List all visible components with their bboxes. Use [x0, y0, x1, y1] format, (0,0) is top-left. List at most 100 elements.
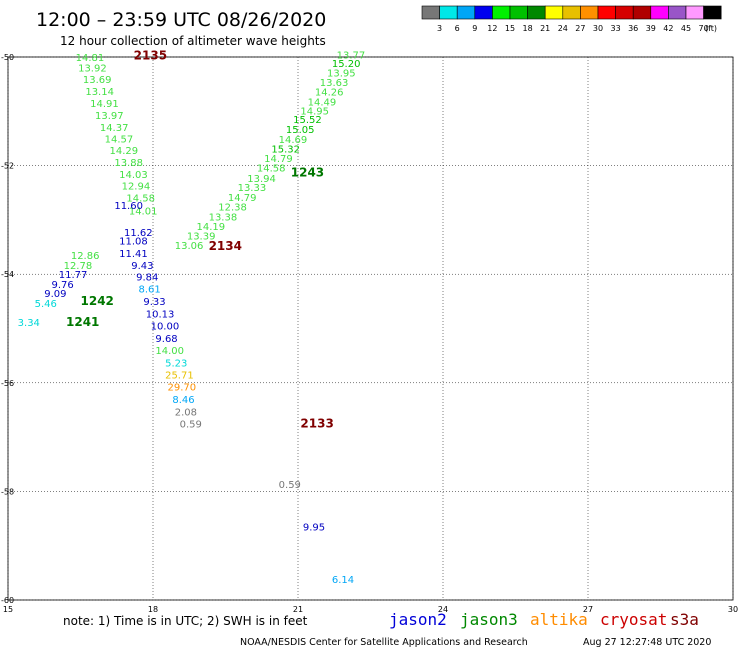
wave-height-label: 14.81	[76, 53, 105, 64]
wave-height-label: 10.00	[151, 322, 180, 333]
colorbar-label: 18	[523, 24, 533, 33]
wave-height-label: 14.69	[279, 135, 308, 146]
colorbar-unit: (ft)	[705, 24, 717, 33]
colorbar-swatch	[492, 5, 511, 20]
wave-height-label: 14.91	[90, 99, 119, 110]
wave-height-label: 9.09	[44, 289, 66, 300]
y-tick-label: -56	[1, 379, 14, 388]
colorbar-swatch	[562, 5, 581, 20]
wave-height-label: 25.71	[165, 370, 194, 381]
wave-height-label: 12.78	[64, 261, 93, 272]
colorbar-label: 12	[487, 24, 497, 33]
colorbar-swatch	[668, 5, 687, 20]
colorbar-swatch	[597, 5, 616, 20]
wave-height-label: 13.94	[247, 174, 276, 185]
colorbar-label: 36	[628, 24, 638, 33]
wave-height-label: 9.68	[155, 334, 177, 345]
wave-height-label: 10.13	[146, 310, 175, 321]
y-tick-label: -58	[1, 487, 14, 496]
y-tick-label: -54	[1, 270, 14, 279]
wave-height-label: 5.46	[35, 299, 57, 310]
pass-number-label: 2134	[209, 239, 242, 253]
x-tick-label: 15	[3, 605, 13, 614]
wave-height-label: 29.70	[168, 382, 197, 393]
colorbar-label: 70	[699, 24, 709, 33]
colorbar-label: 3	[437, 24, 442, 33]
footer-timestamp: Aug 27 12:27:48 UTC 2020	[583, 637, 711, 648]
x-tick-labels: 15 18 21 24 27 30	[3, 605, 738, 614]
wave-height-label: 6.14	[332, 575, 354, 586]
wave-height-label: 14.03	[119, 170, 148, 181]
wave-height-label: 11.41	[119, 249, 148, 260]
wave-height-label: 5.23	[165, 359, 187, 370]
plot-frame	[7, 56, 734, 601]
satellite-legend: jason2 jason3 altika cryosat s3a	[389, 610, 699, 629]
satellite-legend-jason3: jason3	[460, 610, 518, 629]
colorbar-label: 42	[663, 24, 673, 33]
colorbar-swatch	[474, 5, 493, 20]
grid	[7, 56, 734, 601]
colorbar-label: 27	[575, 24, 585, 33]
satellite-legend-altika: altika	[530, 610, 588, 629]
footer-note: note: 1) Time is in UTC; 2) SWH is in fe…	[63, 614, 308, 628]
wave-height-label: 14.95	[300, 107, 329, 118]
wave-height-label: 13.95	[327, 69, 356, 80]
wave-height-label: 13.38	[209, 212, 238, 223]
x-tick-label: 18	[148, 605, 158, 614]
pass-labels: 2135 1243 2134 1242 1241 2133	[66, 49, 334, 431]
colorbar-label: 24	[558, 24, 568, 33]
wave-height-label: 13.39	[187, 231, 216, 242]
wave-height-label: 13.14	[85, 87, 114, 98]
colorbar-label: 45	[681, 24, 691, 33]
wave-height-label: 0.59	[180, 419, 202, 430]
wave-height-label: 12.38	[218, 203, 247, 214]
colorbar-swatch	[456, 5, 476, 20]
y-tick-label: -50	[1, 53, 14, 62]
chart-title: 12:00 – 23:59 UTC 08/26/2020	[36, 9, 326, 31]
colorbar-swatch	[703, 5, 722, 20]
wave-height-label: 15.05	[286, 125, 315, 136]
colorbar-label: 30	[593, 24, 603, 33]
wave-height-label: 13.77	[337, 51, 366, 62]
colorbar-swatch	[527, 5, 546, 20]
wave-height-label: 15.20	[332, 59, 361, 70]
wave-height-label: 9.33	[143, 297, 165, 308]
colorbar-label: 6	[455, 24, 460, 33]
colorbar-label: 9	[472, 24, 477, 33]
wave-height-label: 8.61	[139, 285, 161, 296]
wave-height-label: 11.60	[114, 201, 143, 212]
wave-height-label: 14.79	[228, 193, 257, 204]
wave-height-label: 14.37	[100, 123, 129, 134]
wave-height-label: 14.19	[197, 222, 226, 233]
colorbar-label: 33	[611, 24, 621, 33]
satellite-legend-jason2: jason2	[389, 610, 447, 629]
colorbar-swatch	[544, 5, 564, 20]
wave-height-label: 12.86	[71, 251, 100, 262]
wave-height-label: 8.46	[172, 395, 194, 406]
pass-number-label: 2133	[300, 416, 333, 430]
wave-height-label: 14.00	[155, 346, 184, 357]
wave-height-label: 11.62	[124, 228, 153, 239]
wave-height-label: 11.77	[59, 270, 88, 281]
wave-height-label: 14.58	[126, 193, 155, 204]
wave-height-label: 12.94	[122, 181, 151, 192]
satellite-legend-cryosat: cryosat	[600, 610, 667, 629]
wave-height-label: 9.43	[131, 261, 153, 272]
colorbar-swatch	[615, 5, 634, 20]
colorbar-swatch	[685, 5, 704, 20]
chart-subtitle: 12 hour collection of altimeter wave hei…	[60, 34, 326, 48]
wave-height-label: 15.32	[271, 145, 300, 156]
satellite-legend-s3a: s3a	[670, 610, 699, 629]
footer-credit: NOAA/NESDIS Center for Satellite Applica…	[240, 637, 528, 648]
colorbar: 3 6 9 12 15 18 21 24 27 30 33 36 39 42 45 70	[421, 5, 722, 33]
wave-height-label: 9.84	[136, 273, 158, 284]
wave-height-points: 14.8113.9213.6913.1414.9113.9714.3714.57…	[18, 51, 366, 587]
wave-height-label: 13.92	[78, 64, 107, 75]
pass-number-label: 1242	[81, 294, 114, 308]
colorbar-swatch	[439, 5, 458, 20]
y-tick-label: -52	[1, 162, 14, 171]
wave-height-label: 13.97	[95, 111, 124, 122]
y-tick-labels: -50 -52 -54 -56 -58 -60	[1, 53, 14, 605]
wave-height-label: 3.34	[18, 318, 40, 329]
